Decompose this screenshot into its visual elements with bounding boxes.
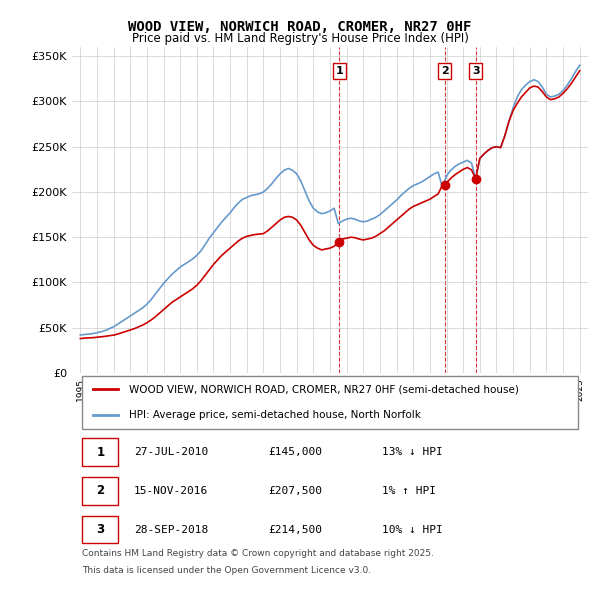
Text: 13% ↓ HPI: 13% ↓ HPI: [382, 447, 442, 457]
Text: £214,500: £214,500: [268, 525, 322, 535]
Text: 3: 3: [472, 65, 479, 76]
Text: WOOD VIEW, NORWICH ROAD, CROMER, NR27 0HF: WOOD VIEW, NORWICH ROAD, CROMER, NR27 0H…: [128, 19, 472, 34]
Text: 2: 2: [97, 484, 104, 497]
Text: Price paid vs. HM Land Registry's House Price Index (HPI): Price paid vs. HM Land Registry's House …: [131, 32, 469, 45]
Text: Contains HM Land Registry data © Crown copyright and database right 2025.: Contains HM Land Registry data © Crown c…: [82, 549, 434, 558]
Text: This data is licensed under the Open Government Licence v3.0.: This data is licensed under the Open Gov…: [82, 566, 371, 575]
Text: 1% ↑ HPI: 1% ↑ HPI: [382, 486, 436, 496]
FancyBboxPatch shape: [82, 438, 118, 466]
Text: 10% ↓ HPI: 10% ↓ HPI: [382, 525, 442, 535]
Text: 1: 1: [97, 445, 104, 458]
Text: £207,500: £207,500: [268, 486, 322, 496]
FancyBboxPatch shape: [82, 516, 118, 543]
FancyBboxPatch shape: [82, 376, 578, 429]
Text: 1: 1: [335, 65, 343, 76]
Text: 28-SEP-2018: 28-SEP-2018: [134, 525, 208, 535]
Text: 27-JUL-2010: 27-JUL-2010: [134, 447, 208, 457]
Text: 3: 3: [97, 523, 104, 536]
FancyBboxPatch shape: [82, 477, 118, 504]
Text: £145,000: £145,000: [268, 447, 322, 457]
Text: 2: 2: [440, 65, 448, 76]
Text: HPI: Average price, semi-detached house, North Norfolk: HPI: Average price, semi-detached house,…: [129, 410, 421, 420]
Text: WOOD VIEW, NORWICH ROAD, CROMER, NR27 0HF (semi-detached house): WOOD VIEW, NORWICH ROAD, CROMER, NR27 0H…: [129, 385, 518, 394]
Text: 15-NOV-2016: 15-NOV-2016: [134, 486, 208, 496]
